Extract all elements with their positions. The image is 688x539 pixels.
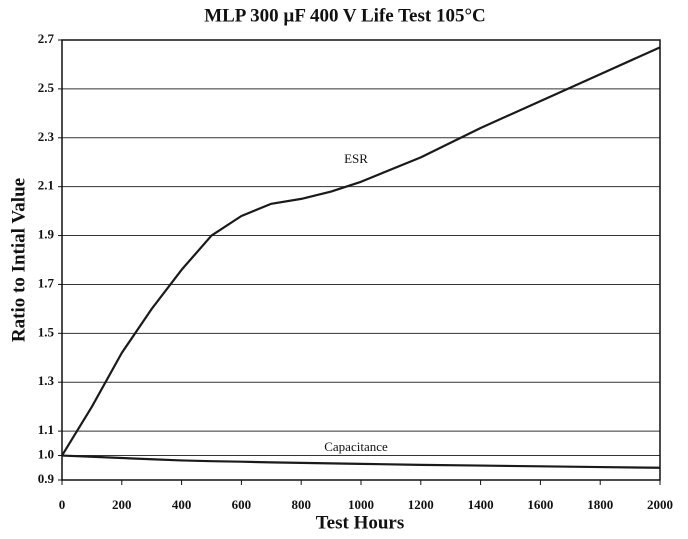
chart-title: MLP 300 µF 400 V Life Test 105°C — [204, 5, 486, 26]
x-tick-label: 2000 — [647, 497, 673, 512]
x-tick-label: 600 — [232, 497, 252, 512]
series-line — [61, 454, 661, 469]
plot-frame — [61, 39, 661, 481]
x-tick-label: 400 — [172, 497, 192, 512]
series-line — [61, 46, 661, 457]
y-tick-label: 2.3 — [38, 129, 55, 144]
x-tick-label: 200 — [112, 497, 132, 512]
y-tick-label: 1.5 — [38, 324, 55, 339]
series-label: Capacitance — [324, 439, 388, 454]
x-axis-label: Test Hours — [316, 512, 405, 533]
x-tick-label: 800 — [291, 497, 311, 512]
x-tick-label: 1000 — [348, 497, 374, 512]
y-tick-label: 2.5 — [38, 80, 55, 95]
y-tick-label: 1.7 — [38, 275, 55, 290]
x-tick-label: 1200 — [408, 497, 434, 512]
x-tick-label: 1800 — [587, 497, 613, 512]
y-tick-label: 0.9 — [38, 471, 55, 486]
y-tick-label: 1.0 — [38, 447, 54, 462]
y-tick-label: 1.1 — [38, 422, 54, 437]
y-tick-label: 1.9 — [38, 227, 55, 242]
x-tick-label: 1600 — [527, 497, 553, 512]
y-tick-label: 1.3 — [38, 373, 55, 388]
y-tick-label: 2.1 — [38, 178, 54, 193]
x-tick-label: 0 — [59, 497, 66, 512]
x-tick-label: 1400 — [468, 497, 494, 512]
y-tick-label: 2.7 — [38, 31, 55, 46]
y-axis-label: Ratio to Intial Value — [8, 178, 29, 342]
series-label: ESR — [344, 151, 368, 166]
